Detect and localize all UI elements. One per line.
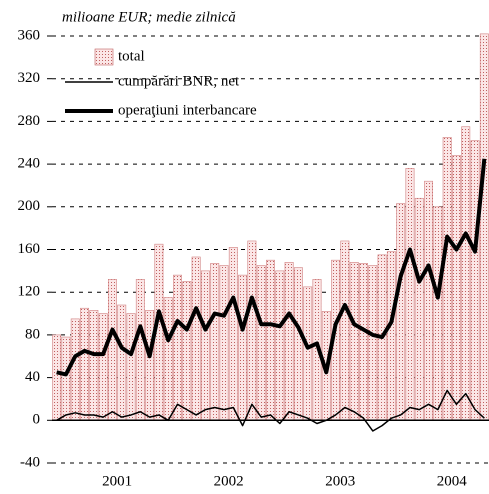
bar bbox=[340, 240, 350, 421]
x-tick-label: 2002 bbox=[214, 473, 244, 489]
bar bbox=[396, 203, 406, 421]
bar bbox=[145, 310, 155, 421]
bar bbox=[479, 33, 489, 421]
bar bbox=[173, 274, 182, 421]
y-tick-label: 360 bbox=[18, 27, 41, 43]
y-tick-label: 120 bbox=[18, 284, 41, 300]
bar bbox=[266, 259, 275, 421]
y-tick-label: 320 bbox=[18, 70, 41, 86]
bar bbox=[461, 126, 471, 421]
bar bbox=[238, 274, 248, 421]
bar bbox=[228, 247, 238, 421]
bar bbox=[107, 279, 117, 421]
bar bbox=[349, 262, 359, 421]
y-tick-label: 280 bbox=[18, 113, 41, 129]
bar bbox=[52, 334, 62, 421]
bar bbox=[414, 197, 424, 421]
legend-swatch bbox=[94, 48, 114, 66]
y-tick-label: 40 bbox=[25, 369, 40, 385]
bar bbox=[219, 265, 229, 421]
y-tick-label: -40 bbox=[20, 454, 40, 470]
bar bbox=[359, 263, 368, 421]
subtitle: milioane EUR; medie zilnică bbox=[62, 9, 236, 25]
legend-label: operaţiuni interbancare bbox=[118, 102, 257, 118]
bar bbox=[368, 265, 378, 421]
bar bbox=[210, 263, 220, 421]
bar bbox=[89, 310, 99, 421]
bar bbox=[191, 256, 201, 421]
bar bbox=[303, 286, 313, 421]
bar bbox=[98, 313, 108, 421]
bar bbox=[61, 336, 71, 421]
bar bbox=[182, 281, 192, 421]
bar bbox=[424, 180, 434, 421]
bar bbox=[80, 307, 89, 421]
bar bbox=[200, 270, 210, 421]
bar bbox=[470, 140, 480, 421]
bar bbox=[247, 240, 257, 421]
bar bbox=[70, 318, 80, 421]
y-tick-label: 160 bbox=[18, 241, 41, 257]
bar bbox=[442, 137, 452, 421]
line bbox=[56, 158, 487, 377]
bar bbox=[163, 297, 173, 421]
x-tick-label: 2001 bbox=[102, 473, 132, 489]
bar bbox=[117, 304, 127, 421]
legend-label: total bbox=[118, 48, 145, 64]
bar bbox=[433, 206, 443, 421]
y-tick-label: 0 bbox=[33, 412, 41, 428]
y-tick-label: 200 bbox=[18, 198, 41, 214]
bar bbox=[452, 155, 461, 421]
bar bbox=[275, 270, 285, 421]
y-tick-label: 80 bbox=[25, 326, 40, 342]
bar bbox=[256, 265, 266, 421]
line bbox=[56, 389, 485, 432]
legend-label: cumpărări BNR, net bbox=[118, 73, 240, 89]
x-tick-label: 2003 bbox=[325, 473, 355, 489]
bar bbox=[293, 267, 303, 421]
bar bbox=[135, 279, 145, 421]
bar bbox=[126, 313, 136, 421]
bar bbox=[284, 262, 294, 421]
y-tick-label: 240 bbox=[18, 156, 41, 172]
x-tick-label: 2004 bbox=[437, 473, 468, 489]
bar bbox=[405, 168, 415, 421]
bar bbox=[386, 251, 396, 421]
